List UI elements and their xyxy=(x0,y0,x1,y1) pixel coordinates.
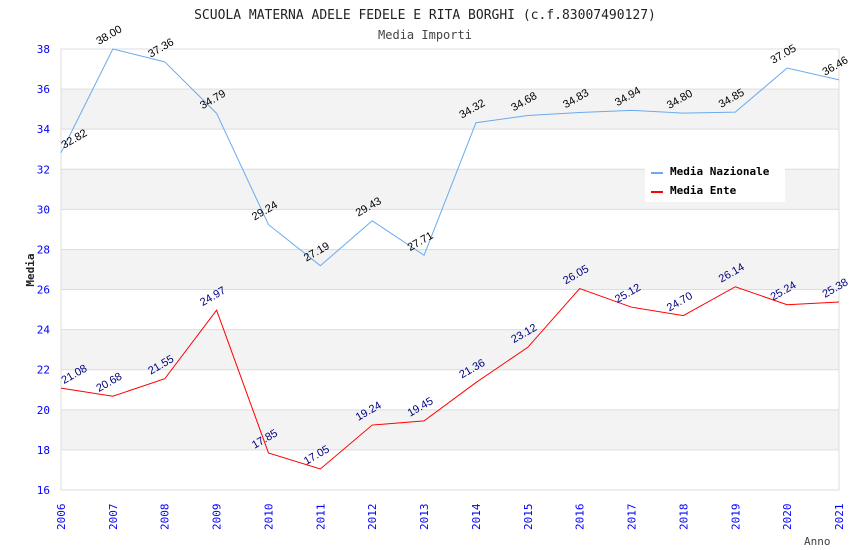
y-tick-label: 34 xyxy=(37,123,51,136)
chart-title: SCUOLA MATERNA ADELE FEDELE E RITA BORGH… xyxy=(194,8,656,23)
x-tick-label: 2015 xyxy=(522,504,535,531)
x-tick-label: 2014 xyxy=(470,503,483,530)
x-tick-label: 2017 xyxy=(626,504,639,531)
x-tick-label: 2011 xyxy=(314,504,327,531)
x-tick-label: 2012 xyxy=(366,504,379,531)
x-tick-label: 2006 xyxy=(55,504,68,531)
x-tick-label: 2007 xyxy=(107,504,120,531)
y-tick-label: 18 xyxy=(37,444,50,457)
y-tick-label: 36 xyxy=(37,83,50,96)
x-tick-label: 2019 xyxy=(729,504,742,531)
x-tick-label: 2020 xyxy=(781,504,794,531)
legend: Media Nazionale Media Ente xyxy=(645,160,785,202)
y-tick-label: 22 xyxy=(37,364,50,377)
legend-label-nazionale: Media Nazionale xyxy=(670,165,770,178)
x-tick-label: 2018 xyxy=(677,504,690,531)
grid-band xyxy=(61,89,839,130)
grid-band xyxy=(61,329,839,370)
x-axis-label: Anno xyxy=(804,535,831,548)
x-tick-label: 2008 xyxy=(159,504,172,531)
x-tick-label: 2010 xyxy=(262,504,275,531)
y-tick-label: 28 xyxy=(37,243,50,256)
y-tick-label: 16 xyxy=(37,484,50,497)
x-tick-label: 2013 xyxy=(418,504,431,531)
y-tick-label: 20 xyxy=(37,404,50,417)
grid-band xyxy=(61,409,839,450)
y-tick-label: 24 xyxy=(37,324,51,337)
series-line-ente xyxy=(60,286,840,470)
x-tick-label: 2016 xyxy=(574,504,587,531)
x-tick-label: 2021 xyxy=(833,504,846,531)
grid-band xyxy=(61,249,839,290)
y-tick-label: 32 xyxy=(37,163,50,176)
data-label: 38.00 xyxy=(94,23,124,47)
y-axis-label: Media xyxy=(24,253,37,286)
y-tick-label: 38 xyxy=(37,43,50,56)
chart-subtitle: Media Importi xyxy=(378,28,472,42)
y-tick-label: 30 xyxy=(37,203,50,216)
series-line-nazionale xyxy=(60,48,840,267)
x-tick-label: 2009 xyxy=(211,504,224,531)
legend-label-ente: Media Ente xyxy=(670,184,737,197)
y-tick-label: 26 xyxy=(37,284,50,297)
